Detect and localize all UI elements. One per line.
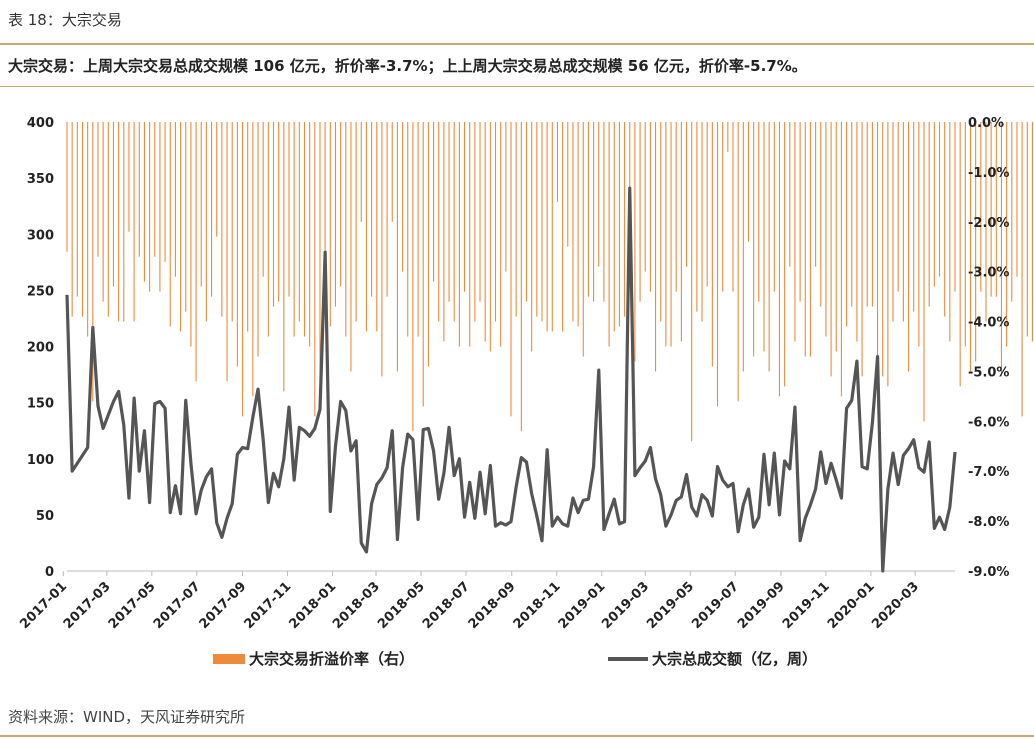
right-tick-label: -7.0% xyxy=(968,465,1009,480)
legend-item-volume: 大宗总成交额（亿，周） xyxy=(608,648,817,669)
headline-text: 大宗交易：上周大宗交易总成交规模 106 亿元，折价率-3.7%；上上周大宗交易… xyxy=(8,57,807,75)
legend-swatch-bar xyxy=(213,653,245,664)
legend-item-discount-rate: 大宗交易折溢价率（右） xyxy=(213,648,414,669)
left-tick-label: 100 xyxy=(27,453,54,468)
legend-swatch-line xyxy=(608,656,648,661)
right-tick-label: -8.0% xyxy=(968,515,1009,530)
x-tick-label: 2017-07 xyxy=(151,579,204,632)
source-note: 资料来源：WIND，天风证券研究所 xyxy=(8,708,246,726)
x-tick-label: 2019-03 xyxy=(599,579,652,632)
middle-rule xyxy=(0,86,1034,87)
left-tick-label: 50 xyxy=(36,509,54,524)
x-tick-label: 2018-03 xyxy=(330,579,383,632)
x-tick-label: 2017-05 xyxy=(106,579,159,632)
x-tick-label: 2018-11 xyxy=(511,579,564,632)
right-tick-label: -9.0% xyxy=(968,565,1009,580)
left-tick-label: 300 xyxy=(27,228,54,243)
right-tick-label: -5.0% xyxy=(968,365,1009,380)
x-tick-label: 2019-07 xyxy=(689,579,742,632)
discount-rate-bars xyxy=(66,122,1033,442)
x-axis-ticks: 2017-012017-032017-052017-072017-092017-… xyxy=(17,571,922,632)
x-tick-label: 2018-07 xyxy=(420,579,473,632)
top-rule xyxy=(0,43,1034,45)
legend-label-volume: 大宗总成交额（亿，周） xyxy=(652,650,818,668)
right-axis-ticks: 0.0% -1.0% -2.0% -3.0% -4.0% -5.0% -6.0% -7.0% -… xyxy=(968,116,1009,580)
volume-line xyxy=(65,186,957,573)
x-tick-label: 2017-09 xyxy=(197,579,250,632)
left-axis-ticks: 0 50 100 150 200 250 300 350 400 xyxy=(27,116,54,580)
x-tick-label: 2020-03 xyxy=(869,579,922,632)
volume-series-line xyxy=(65,186,957,573)
left-tick-label: 250 xyxy=(27,284,54,299)
figure-caption: 表 18：大宗交易 xyxy=(8,11,122,29)
left-tick-label: 400 xyxy=(27,116,54,131)
chart-area: 0 50 100 150 200 250 300 350 400 0.0% -1.0% -2.0% -… xyxy=(17,116,1033,632)
x-tick-label: 2019-11 xyxy=(780,579,833,632)
left-tick-label: 200 xyxy=(27,341,54,356)
bottom-rule xyxy=(0,735,1034,737)
x-tick-label: 2019-09 xyxy=(735,579,788,632)
right-tick-label: -3.0% xyxy=(968,266,1009,281)
right-tick-label: -2.0% xyxy=(968,216,1009,231)
left-tick-label: 350 xyxy=(27,172,54,187)
x-tick-label: 2019-05 xyxy=(644,579,697,632)
x-tick-label: 2017-03 xyxy=(61,579,114,632)
x-tick-label: 2017-11 xyxy=(242,579,295,632)
right-tick-label: -6.0% xyxy=(968,415,1009,430)
right-tick-label: -1.0% xyxy=(968,166,1009,181)
legend-label-discount-rate: 大宗交易折溢价率（右） xyxy=(249,650,415,668)
left-tick-label: 150 xyxy=(27,397,54,412)
x-tick-label: 2018-09 xyxy=(466,579,519,632)
left-tick-label: 0 xyxy=(45,565,54,580)
x-tick-label: 2018-05 xyxy=(375,579,428,632)
x-tick-label: 2020-01 xyxy=(825,579,878,632)
right-tick-label: -4.0% xyxy=(968,316,1009,331)
right-tick-label: 0.0% xyxy=(968,116,1004,131)
